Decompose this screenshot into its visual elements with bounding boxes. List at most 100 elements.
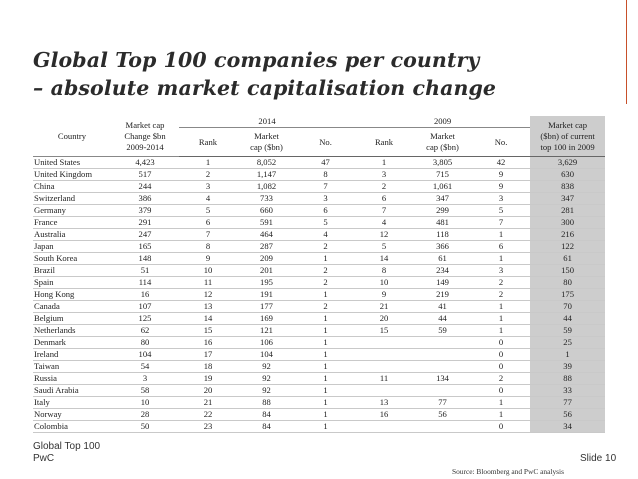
cell-curcap: 3,629 [530,156,606,169]
cell-cap09 [413,349,472,361]
cell-rank14: 3 [205,181,211,191]
cell-cap09: 1,061 [432,181,453,191]
cell-change: 3 [142,373,148,383]
col-header-rank-2009: Rank [374,136,394,147]
cell-curcap: 56 [530,408,606,421]
cell-country: China [34,181,55,191]
cell-country: Australia [34,229,66,239]
cell-rank09: 3 [381,169,387,179]
cell-rank14: 15 [203,325,213,335]
cell-cap09: 3,805 [432,157,453,167]
cell-no09: 3 [498,193,504,203]
change-header-l3: 2009-2014 [126,141,164,152]
cell-rank09: 12 [379,229,389,239]
cell-rank14: 6 [205,217,211,227]
cell-rank14: 17 [203,349,213,359]
cell-no09: 6 [498,241,504,251]
cell-rank14: 5 [205,205,211,215]
cell-no14: 1 [323,313,328,323]
cell-rank14: 11 [203,277,213,287]
cell-country: Ireland [34,349,59,359]
cell-change: 80 [140,337,150,347]
cell-rank09: 15 [379,325,389,335]
cell-curcap: 77 [530,396,606,409]
slide-number: Slide 10 [580,453,617,464]
cell-no09: 1 [498,313,504,323]
cell-cap09 [413,385,472,397]
cell-cap14: 92 [262,361,271,371]
table-row: Japan 165 8 287 2 5 366 6 122 [33,240,606,253]
cell-cap14: 191 [260,289,273,299]
cell-no14: 1 [323,397,328,407]
cell-cap09: 118 [436,229,449,239]
cell-rank09: 7 [381,205,387,215]
cell-no09: 0 [498,337,504,347]
cell-curcap: 838 [530,180,606,193]
cell-cap14: 287 [260,241,273,251]
cell-change: 125 [138,313,152,323]
cell-rank09: 6 [381,193,387,203]
cell-curcap: 39 [530,360,606,373]
cell-change: 247 [138,229,152,239]
cell-no09: 2 [498,277,504,287]
cell-rank09 [355,361,413,373]
cell-rank09 [355,349,413,361]
cell-rank09: 14 [379,253,389,263]
cell-country: Saudi Arabia [34,385,79,395]
cell-cap14: 195 [260,277,273,287]
cell-rank09 [355,337,413,349]
cell-no14: 1 [323,325,328,335]
cell-no09: 42 [496,157,506,167]
cell-cap14: 1,147 [256,169,277,179]
cell-cap09: 481 [436,217,449,227]
cell-country: United Kingdom [34,169,93,179]
cell-rank14: 14 [203,313,213,323]
footer-brand: PwC [33,453,55,464]
cell-no14: 1 [323,421,328,431]
cell-no14: 5 [323,217,328,227]
cell-country: Norway [34,409,62,419]
cell-rank09: 9 [381,289,387,299]
table-row: Saudi Arabia 58 20 92 1 0 33 [33,384,606,397]
cell-rank14: 21 [203,397,213,407]
cell-no14: 1 [323,253,328,263]
cell-cap14: 84 [262,421,271,431]
table-row: Switzerland 386 4 733 3 6 347 3 347 [33,192,606,205]
cell-curcap: 300 [530,216,606,229]
table-row: Colombia 50 23 84 1 0 34 [33,420,606,433]
cell-rank09: 5 [381,241,387,251]
cap-2014-header-l1: Market [254,131,279,141]
cell-no14: 1 [323,409,328,419]
cell-cap09: 299 [436,205,449,215]
cell-rank09: 10 [379,277,389,287]
cell-cap09: 59 [438,325,447,335]
table-body: United States 4,423 1 8,052 47 1 3,805 42 3,629 U… [33,156,606,433]
cell-rank14: 8 [205,241,211,251]
cell-change: 50 [140,421,150,431]
table-row: Russia 3 19 92 1 11 134 2 88 [33,372,606,385]
table-row: South Korea 148 9 209 1 14 61 1 61 [33,252,606,265]
cell-no09: 1 [498,301,504,311]
cell-rank14: 22 [203,409,213,419]
cell-rank14: 13 [203,301,213,311]
cell-no09: 9 [498,181,504,191]
cell-no09: 0 [498,361,504,371]
cell-no09: 1 [498,397,504,407]
table-row: Belgium 125 14 169 1 20 44 1 44 [33,312,606,325]
col-header-rank-2014: Rank [198,136,218,147]
cell-rank14: 9 [205,253,211,263]
cell-rank14: 23 [203,421,213,431]
cap-2014-header-l2: cap ($bn) [250,142,283,152]
cell-no14: 1 [323,289,328,299]
cell-no09: 1 [498,229,504,239]
cell-change: 148 [138,253,152,263]
cell-change: 58 [140,385,150,395]
cell-change: 62 [140,325,150,335]
cell-no09: 2 [498,373,504,383]
cell-cap14: 104 [260,349,273,359]
cell-no09: 9 [498,169,504,179]
cell-rank09: 1 [381,157,387,167]
cell-rank09: 21 [379,301,389,311]
cell-rank14: 4 [205,193,211,203]
col-header-no-2009: No. [494,136,508,147]
